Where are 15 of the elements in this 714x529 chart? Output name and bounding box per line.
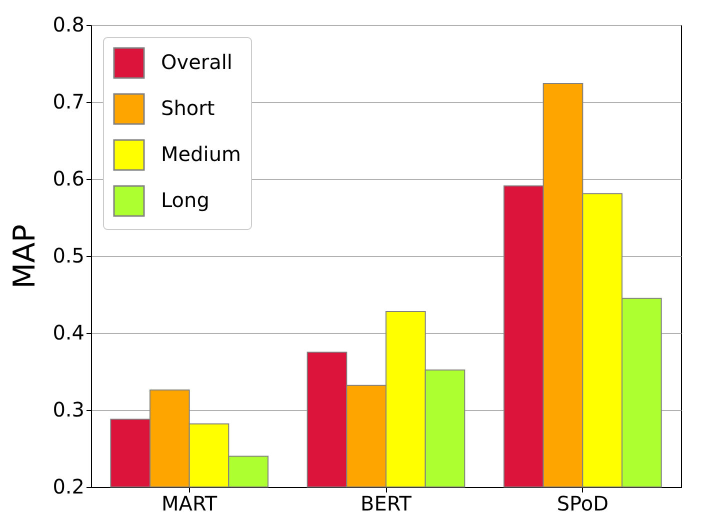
legend-label: Long [161,188,210,212]
y-tick-label: 0.7 [52,90,84,114]
y-tick-label: 0.6 [52,166,84,190]
y-tick-label: 0.2 [52,474,84,498]
y-tick-label: 0.3 [52,398,84,422]
x-tick-label: BERT [360,492,412,516]
y-axis-title: MAP [8,224,43,289]
x-tick-label: SPoD [556,492,609,516]
legend-label: Overall [161,50,232,74]
x-tick-label: MART [162,492,218,516]
y-tick-label: 0.4 [52,320,84,344]
y-tick-label: 0.8 [52,12,84,36]
legend-label: Short [161,96,215,120]
y-tick-label: 0.5 [52,244,84,268]
legend-label: Medium [161,142,241,166]
